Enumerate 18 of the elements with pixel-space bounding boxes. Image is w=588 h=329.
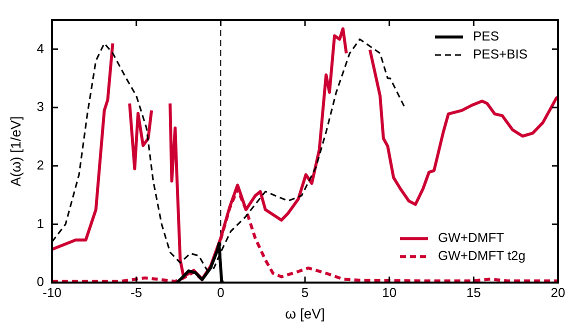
x-axis-title: ω [eV]: [285, 305, 325, 322]
x-tick-label: 10: [382, 284, 397, 300]
legend-label: GW+DMFT t2g: [438, 248, 526, 264]
legend-label: PES+BIS: [473, 46, 528, 62]
x-tick-label: 5: [301, 284, 309, 300]
y-tick-label: 3: [36, 99, 44, 114]
y-tick-label: 4: [36, 40, 44, 56]
legend-label: GW+DMFT: [438, 230, 504, 246]
x-tick-label: 20: [550, 284, 566, 300]
x-tick-label: 15: [466, 284, 481, 300]
y-axis-title: A(ω) [1/eV]: [7, 116, 24, 186]
y-tick-label: 2: [36, 157, 44, 172]
x-tick-label: 0: [217, 284, 224, 300]
x-tick-label: -10: [42, 284, 62, 300]
y-tick-label: 0: [36, 274, 44, 290]
x-tick-label: -5: [130, 284, 142, 300]
y-tick-label: 1: [36, 216, 44, 231]
legend-label: PES: [473, 28, 500, 44]
